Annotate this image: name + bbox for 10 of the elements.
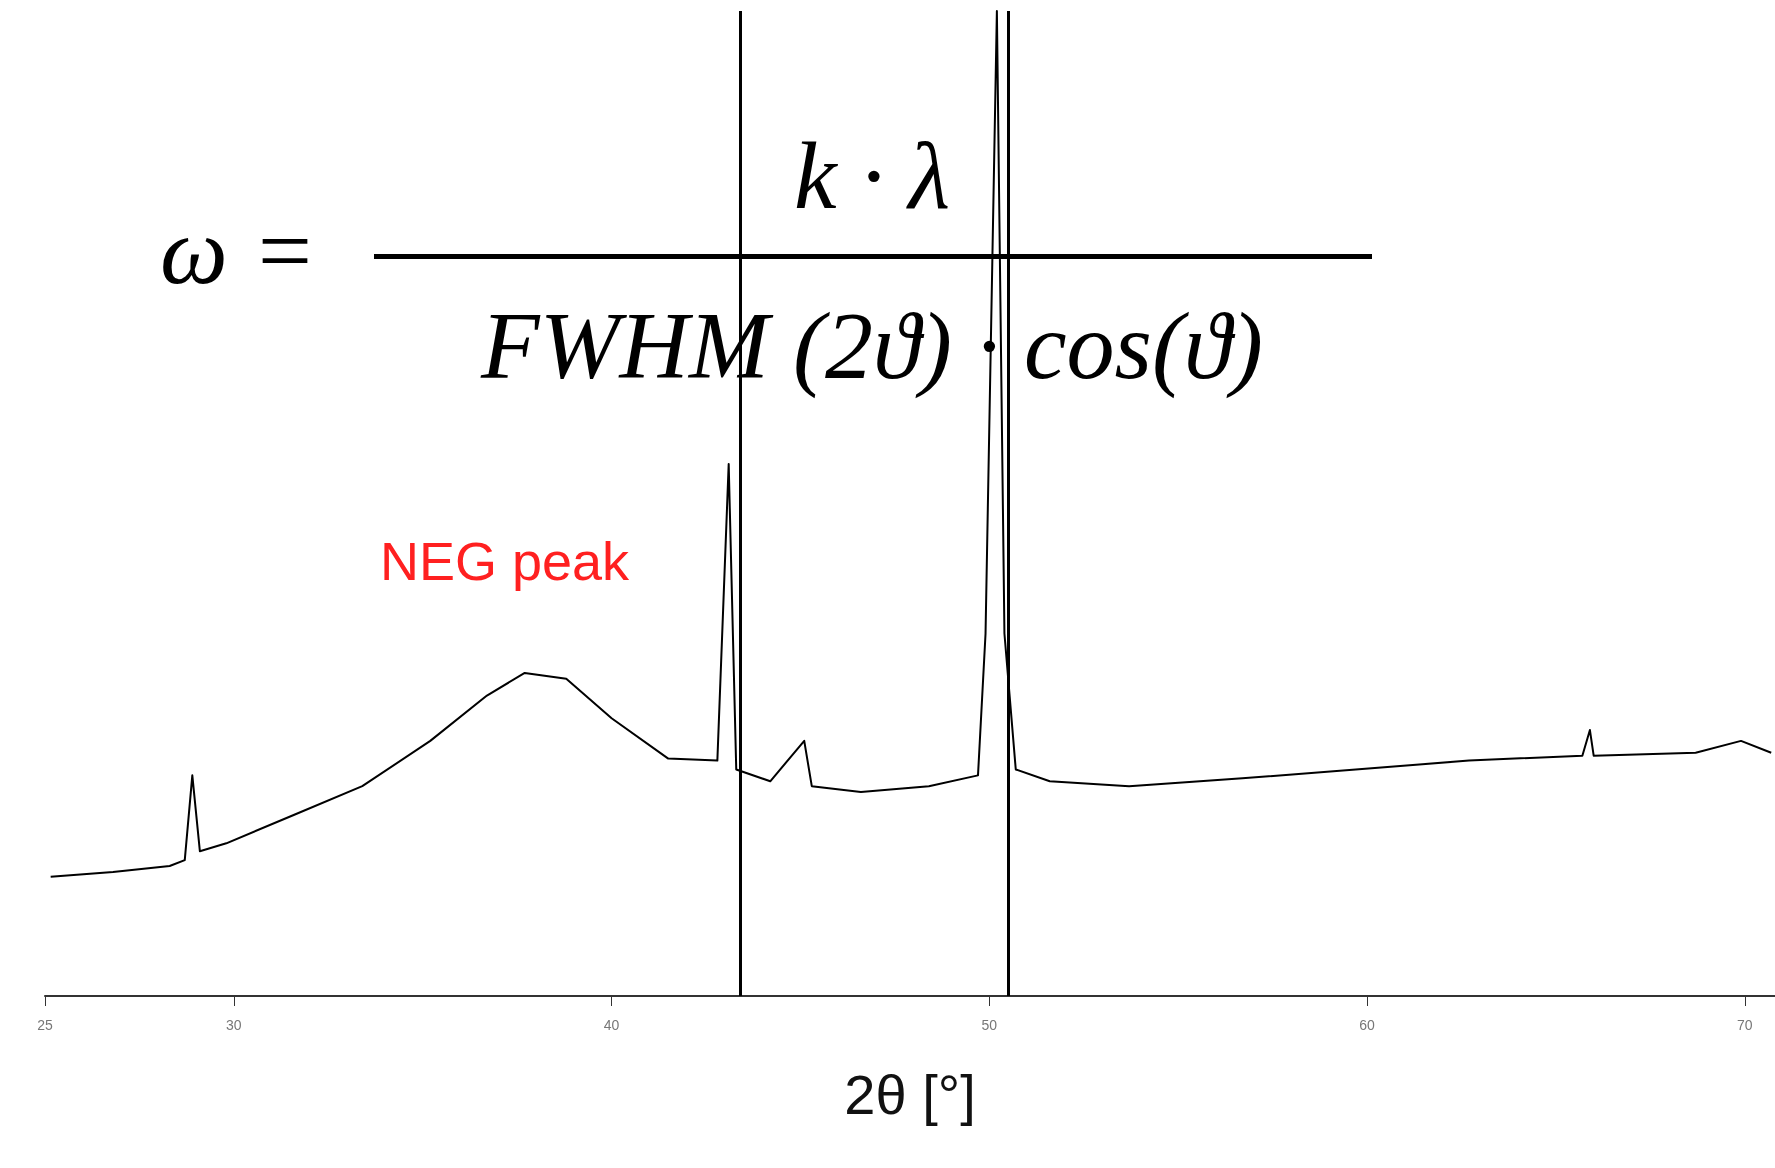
x-tick-label: 70 — [1736, 1017, 1753, 1033]
x-tick-label: 50 — [981, 1017, 998, 1033]
x-tick-label: 40 — [603, 1017, 620, 1033]
x-axis-title: 2θ [°] — [844, 1062, 976, 1126]
x-tick-label: 60 — [1359, 1017, 1376, 1033]
annotation: ω = — [160, 196, 317, 306]
x-tick-label: 30 — [226, 1017, 242, 1033]
annotation: NEG peak — [380, 530, 630, 592]
x-tick-label: 25 — [37, 1017, 53, 1033]
annotation: k · λ — [794, 121, 951, 231]
